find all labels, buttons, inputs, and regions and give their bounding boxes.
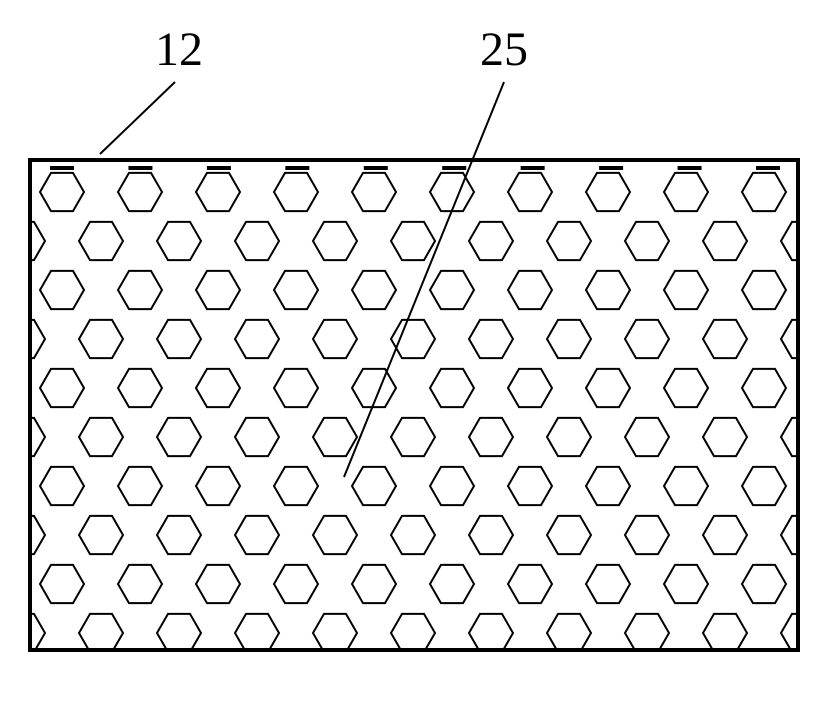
top-tick: [599, 166, 623, 170]
callout-label-12: 12: [155, 23, 203, 76]
top-tick: [756, 166, 780, 170]
top-tick: [50, 166, 74, 170]
top-tick: [521, 166, 545, 170]
top-tick: [128, 166, 152, 170]
callout-label-25: 25: [480, 23, 528, 76]
top-tick: [364, 166, 388, 170]
technical-diagram: 12 25: [0, 0, 829, 701]
top-tick: [678, 166, 702, 170]
top-tick: [207, 166, 231, 170]
callout-line-12: [100, 82, 175, 154]
top-tick: [285, 166, 309, 170]
panel-border: [30, 160, 798, 650]
top-tick: [442, 166, 466, 170]
